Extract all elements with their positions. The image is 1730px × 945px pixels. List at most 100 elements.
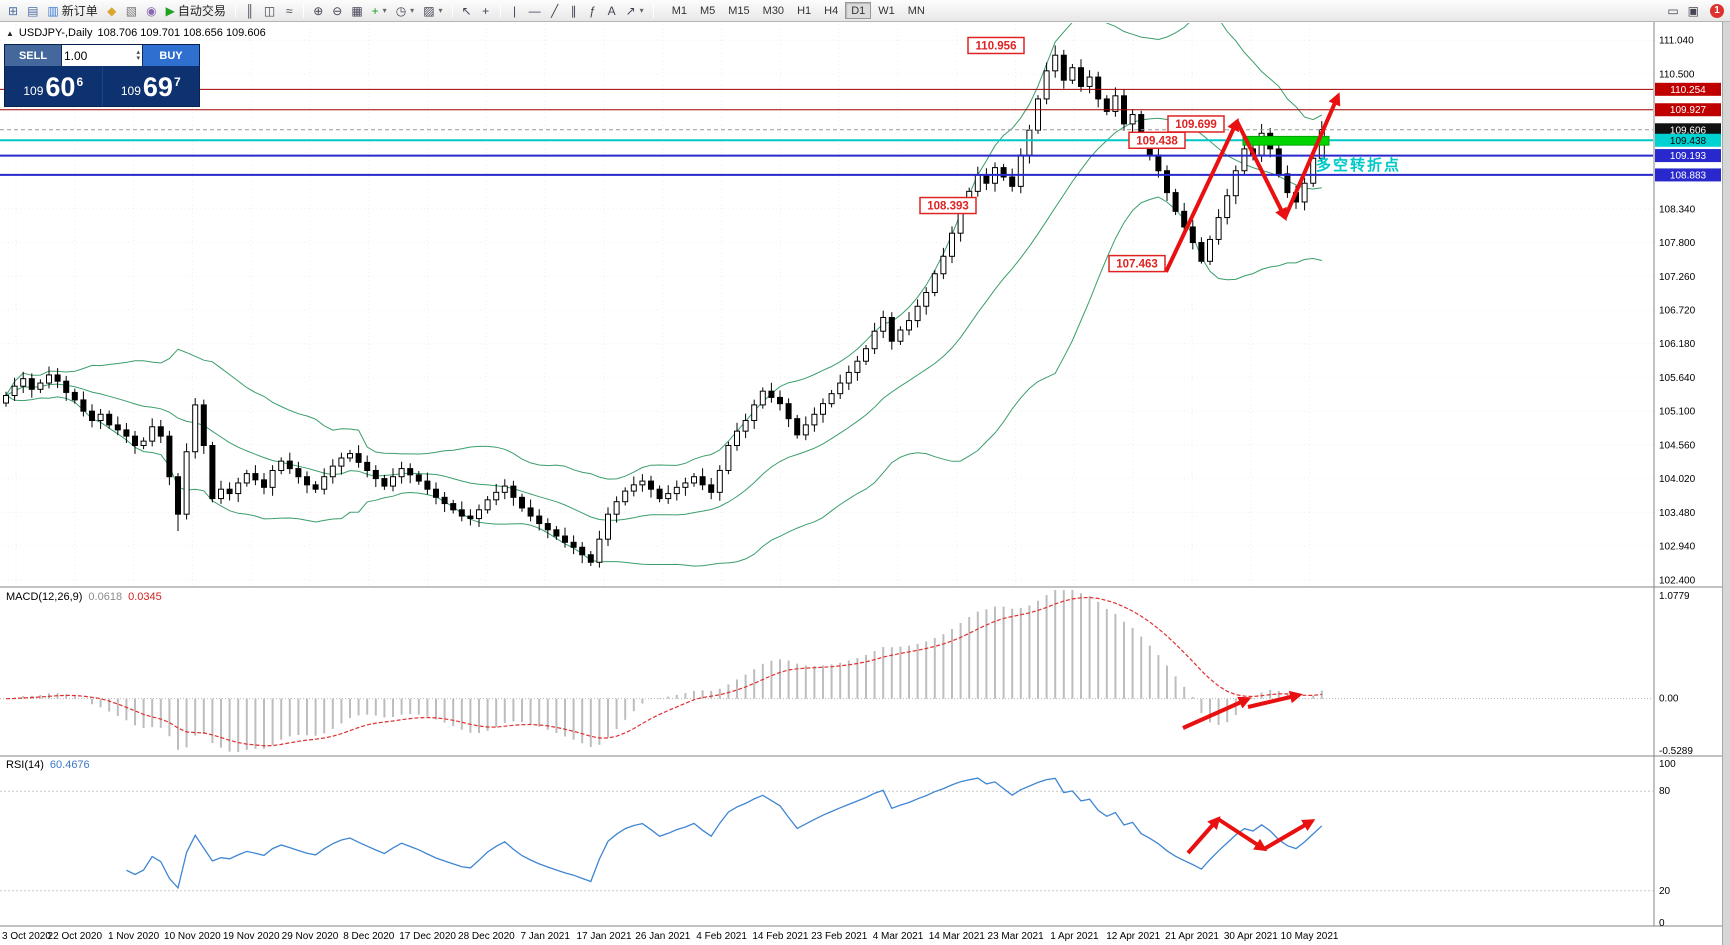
notification-badge[interactable]: 1 [1710,3,1724,18]
date-label: 30 Apr 2021 [1224,931,1278,942]
macd-axis[interactable]: 1.0779 0.00 -0.5289 [1659,591,1693,757]
sell-price-big: 60 [45,72,76,102]
price-tick-label: 107.260 [1659,272,1696,283]
trend-arrow[interactable] [1216,817,1268,852]
volume-box: ▴ ▾ [62,45,142,66]
timeframe-h4[interactable]: H4 [824,4,839,17]
tile-windows-icon[interactable]: ▦ [347,2,366,20]
periods-icon[interactable]: ◷ ▾ [392,2,419,20]
timeframe-w1[interactable]: W1 [878,4,895,17]
channel-icon[interactable]: ∥ [565,2,583,20]
indicators-icon[interactable]: + ▾ [368,2,391,20]
date-label: 10 Nov 2020 [164,931,221,942]
text-tool-icon[interactable]: A [603,2,621,20]
zoom-in-icon-glyph: ⊕ [313,3,324,18]
price-tick-label: 106.180 [1659,339,1696,350]
svg-text:110.956: 110.956 [976,40,1017,52]
timeframe-mn[interactable]: MN [907,4,925,17]
autotrading-button-label: 自动交易 [177,4,226,18]
new-order-button[interactable]: ▥ 新订单 [43,2,101,20]
volume-input[interactable] [64,48,118,63]
autotrading-button[interactable]: ▶ 自动交易 [162,2,230,20]
timeframe-m5[interactable]: M5 [699,4,716,17]
main-price-panel[interactable] [3,11,1325,568]
data-window-icon[interactable]: ◉ [142,2,160,20]
pivot-point-label[interactable]: 多空转折点 [1316,156,1401,174]
macd-trend-arrows[interactable] [1182,690,1303,730]
volume-down-icon[interactable]: ▾ [136,54,140,62]
zoom-in-icon[interactable]: ⊕ [309,2,327,20]
trend-arrow[interactable] [1247,690,1303,709]
price-flags[interactable]: 110.956 109.699 109.438 108.393 107.463 [919,36,1225,273]
docking-icon-glyph: ▣ [1687,3,1699,18]
price-flag[interactable]: 109.438 [1128,131,1186,150]
chart-shift-icon[interactable]: ▭ [1663,2,1682,20]
rsi-tick-label: 20 [1659,886,1671,897]
line-chart-icon[interactable]: ≈ [280,2,298,20]
metaeditor-icon[interactable]: ◆ [103,2,121,20]
price-flag[interactable]: 109.699 [1167,115,1225,133]
candlestick-chart-icon[interactable]: ◫ [260,2,279,20]
zoom-out-icon[interactable]: ⊖ [328,2,346,20]
buy-button[interactable]: BUY [142,45,199,66]
periods-caret-icon[interactable]: ▾ [410,6,415,15]
price-flag[interactable]: 108.393 [919,196,977,215]
templates-caret-icon[interactable]: ▾ [438,6,443,15]
bollinger-middle-band [5,117,1322,521]
price-axis[interactable]: 111.040110.500109.960109.420108.880108.3… [1655,36,1721,587]
horizontal-line-icon[interactable]: — [525,2,545,20]
profiles-icon[interactable]: ▤ [23,2,42,20]
trend-arrow[interactable] [1186,816,1221,855]
arrows-tool-caret-icon[interactable]: ▾ [639,6,644,15]
cursor-icon[interactable]: ↖ [458,2,476,20]
rsi-axis[interactable]: 100 80 20 0 [1659,759,1676,929]
new-chart-icon[interactable]: ⊞ [4,2,22,20]
trend-arrow[interactable] [1164,117,1239,273]
timeframe-d1[interactable]: D1 [845,2,872,19]
horizontal-price-lines[interactable] [0,88,1653,176]
date-label: 23 Feb 2021 [811,931,868,942]
bar-chart-icon[interactable]: ║ [241,2,259,20]
strategy-tester-icon[interactable]: ▧ [122,2,141,20]
indicators-caret-icon[interactable]: ▾ [382,6,387,15]
autotrading-icon: ▶ [165,3,175,18]
rsi-panel [0,777,1653,892]
sell-button[interactable]: SELL [5,45,62,66]
trend-arrow[interactable] [1235,120,1287,222]
trend-arrow[interactable] [1283,92,1341,219]
symbol-period-label: USDJPY-,Daily [18,27,93,39]
timeframe-m1[interactable]: M1 [671,4,687,17]
buy-price[interactable]: 109 69 7 [103,66,200,106]
date-label: 3 Oct 2020 [2,931,51,942]
templates-icon[interactable]: ▨ ▾ [419,2,446,20]
arrows-tool-icon[interactable]: ↗ ▾ [622,2,648,20]
price-axis-tag: 108.883 [1655,168,1721,182]
main-trend-arrows[interactable] [1164,92,1341,273]
volume-up-icon[interactable]: ▴ [136,48,140,56]
trend-arrow[interactable] [1262,819,1316,851]
docking-icon[interactable]: ▣ [1684,2,1703,20]
price-flag[interactable]: 110.956 [967,36,1025,55]
price-tick-label: 106.720 [1659,305,1696,316]
sell-price[interactable]: 109 60 6 [5,66,103,106]
toolbar-left-group: ⊞ ▤ ▥ 新订单 ◆ ▧ ◉ ▶ 自动交易 ║ ◫ ≈ ⊕ ⊖ ▦ + ▾ ◷ ▾ ▨ ▾ ↖ + | — ╱ ∥ ƒ A ↗ ▾ [4,2,658,20]
one-click-toggle-icon[interactable]: ▲ [6,28,14,38]
svg-text:109.699: 109.699 [1175,119,1217,131]
trend-arrow[interactable] [1182,696,1252,730]
timeframe-m15[interactable]: M15 [728,4,750,17]
rsi-trend-arrows[interactable] [1186,816,1316,855]
toolbar-right-icons: ▭ ▣ [1663,2,1703,20]
timeframe-h1[interactable]: H1 [797,4,812,17]
trendline-icon[interactable]: ╱ [546,2,564,20]
vertical-line-icon[interactable]: | [506,2,524,20]
date-label: 8 Dec 2020 [343,931,395,942]
crosshair-icon[interactable]: + [477,2,495,20]
fibonacci-icon[interactable]: ƒ [584,2,602,20]
timeframe-m30[interactable]: M30 [762,4,785,17]
price-flag[interactable]: 107.463 [1108,254,1166,273]
toolbar-right-group: ▭ ▣ 1 [1663,2,1726,20]
highlight-zone[interactable] [1242,135,1330,146]
